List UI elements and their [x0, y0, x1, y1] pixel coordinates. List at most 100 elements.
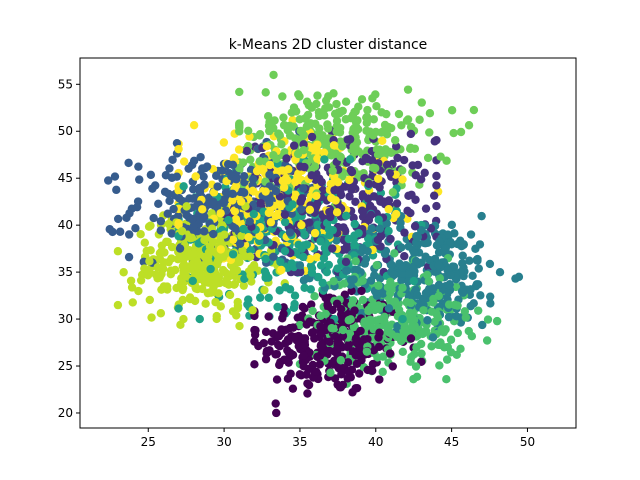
data-point-cluster-7	[245, 252, 255, 261]
data-point-cluster-8	[312, 253, 322, 262]
data-point-cluster-8	[378, 136, 387, 146]
y-tick-label: 50	[58, 124, 73, 138]
data-point-cluster-0	[348, 388, 357, 397]
data-point-cluster-5	[424, 277, 433, 286]
data-point-cluster-8	[261, 187, 270, 196]
data-point-cluster-8	[277, 265, 286, 275]
data-point-cluster-6	[294, 90, 303, 99]
data-point-cluster-7	[214, 289, 223, 298]
data-point-cluster-4	[324, 260, 333, 270]
data-point-cluster-7	[182, 202, 191, 211]
data-point-cluster-4	[300, 230, 309, 240]
data-point-cluster-0	[368, 366, 377, 375]
data-point-cluster-7	[136, 230, 145, 239]
data-point-cluster-6	[390, 136, 400, 145]
data-point-cluster-5	[340, 279, 349, 288]
data-point-cluster-1	[364, 179, 374, 189]
data-point-cluster-5	[461, 313, 471, 322]
data-point-cluster-3	[475, 240, 485, 249]
data-point-cluster-0	[272, 408, 281, 418]
data-point-cluster-8	[189, 120, 199, 130]
data-point-cluster-0	[271, 350, 280, 359]
data-point-cluster-3	[511, 274, 520, 283]
x-tick-label: 25	[141, 435, 156, 449]
data-point-cluster-3	[458, 259, 467, 268]
data-point-cluster-0	[357, 355, 366, 365]
data-point-cluster-2	[125, 209, 134, 218]
data-point-cluster-5	[456, 344, 465, 354]
data-point-cluster-6	[449, 128, 458, 138]
data-point-cluster-5	[411, 362, 421, 371]
data-point-cluster-3	[435, 237, 444, 246]
data-point-cluster-4	[276, 257, 285, 267]
data-point-cluster-6	[351, 142, 360, 152]
data-point-cluster-5	[394, 305, 404, 315]
data-point-cluster-0	[303, 389, 312, 398]
data-point-cluster-4	[374, 215, 383, 224]
data-point-cluster-8	[266, 218, 276, 227]
data-point-cluster-1	[280, 210, 290, 219]
data-point-cluster-6	[362, 126, 371, 135]
data-point-cluster-0	[302, 370, 311, 379]
data-point-cluster-7	[136, 276, 146, 285]
data-point-cluster-2	[104, 176, 113, 185]
data-point-cluster-4	[281, 283, 290, 292]
data-point-cluster-7	[260, 285, 269, 295]
data-point-cluster-8	[284, 165, 293, 174]
data-point-cluster-0	[357, 286, 366, 296]
data-point-cluster-7	[155, 254, 165, 264]
data-point-cluster-2	[134, 162, 143, 171]
data-point-cluster-1	[407, 190, 416, 199]
data-point-cluster-0	[315, 360, 324, 369]
data-point-cluster-8	[198, 205, 207, 214]
data-point-cluster-0	[286, 349, 295, 358]
data-point-cluster-6	[341, 97, 351, 106]
data-point-cluster-1	[375, 183, 384, 192]
data-point-cluster-3	[396, 218, 405, 228]
data-point-cluster-4	[302, 240, 312, 249]
data-point-cluster-4	[384, 226, 393, 236]
data-point-cluster-7	[134, 286, 143, 296]
data-point-cluster-7	[127, 283, 137, 292]
data-point-cluster-3	[456, 236, 465, 245]
data-point-cluster-0	[406, 334, 416, 343]
data-point-cluster-7	[209, 283, 218, 292]
data-point-cluster-2	[156, 217, 166, 226]
data-point-cluster-7	[247, 277, 256, 286]
data-point-cluster-6	[436, 152, 445, 161]
data-point-cluster-2	[232, 175, 241, 184]
data-point-cluster-3	[449, 262, 459, 272]
data-point-cluster-5	[321, 309, 330, 319]
data-point-cluster-7	[173, 254, 183, 264]
data-point-cluster-4	[264, 273, 273, 282]
data-point-cluster-7	[170, 265, 180, 275]
data-point-cluster-2	[154, 199, 163, 209]
data-point-cluster-7	[201, 299, 210, 308]
data-point-cluster-1	[328, 244, 337, 253]
data-point-cluster-6	[299, 146, 308, 155]
data-point-cluster-1	[408, 161, 417, 170]
data-point-cluster-6	[246, 155, 255, 164]
data-point-cluster-8	[191, 172, 200, 181]
data-point-cluster-8	[297, 220, 306, 230]
data-point-cluster-1	[282, 154, 291, 163]
data-point-cluster-8	[234, 145, 244, 154]
data-point-cluster-2	[202, 162, 212, 171]
data-point-cluster-1	[297, 194, 307, 203]
data-point-cluster-2	[135, 175, 144, 184]
data-point-cluster-6	[255, 131, 264, 140]
data-point-cluster-4	[354, 228, 363, 238]
data-point-cluster-7	[145, 257, 154, 266]
data-point-cluster-5	[435, 274, 445, 283]
data-point-cluster-7	[204, 248, 214, 257]
data-point-cluster-5	[434, 291, 443, 301]
data-point-cluster-5	[308, 306, 317, 316]
data-point-cluster-0	[385, 349, 395, 358]
data-point-cluster-5	[310, 291, 319, 301]
data-point-cluster-3	[375, 224, 385, 233]
data-point-cluster-3	[332, 236, 341, 245]
data-point-cluster-6	[255, 157, 265, 166]
data-point-cluster-2	[209, 197, 218, 206]
data-point-cluster-7	[143, 271, 153, 280]
data-point-cluster-0	[347, 286, 356, 296]
